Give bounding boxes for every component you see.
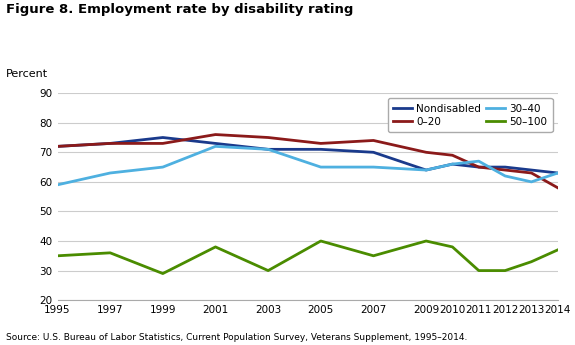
Text: Source: U.S. Bureau of Labor Statistics, Current Population Survey, Veterans Sup: Source: U.S. Bureau of Labor Statistics,… (6, 333, 467, 342)
Text: Figure 8. Employment rate by disability rating: Figure 8. Employment rate by disability … (6, 3, 353, 17)
Text: Percent: Percent (6, 69, 48, 79)
Legend: Nondisabled, 0–20, 30–40, 50–100: Nondisabled, 0–20, 30–40, 50–100 (388, 98, 553, 132)
